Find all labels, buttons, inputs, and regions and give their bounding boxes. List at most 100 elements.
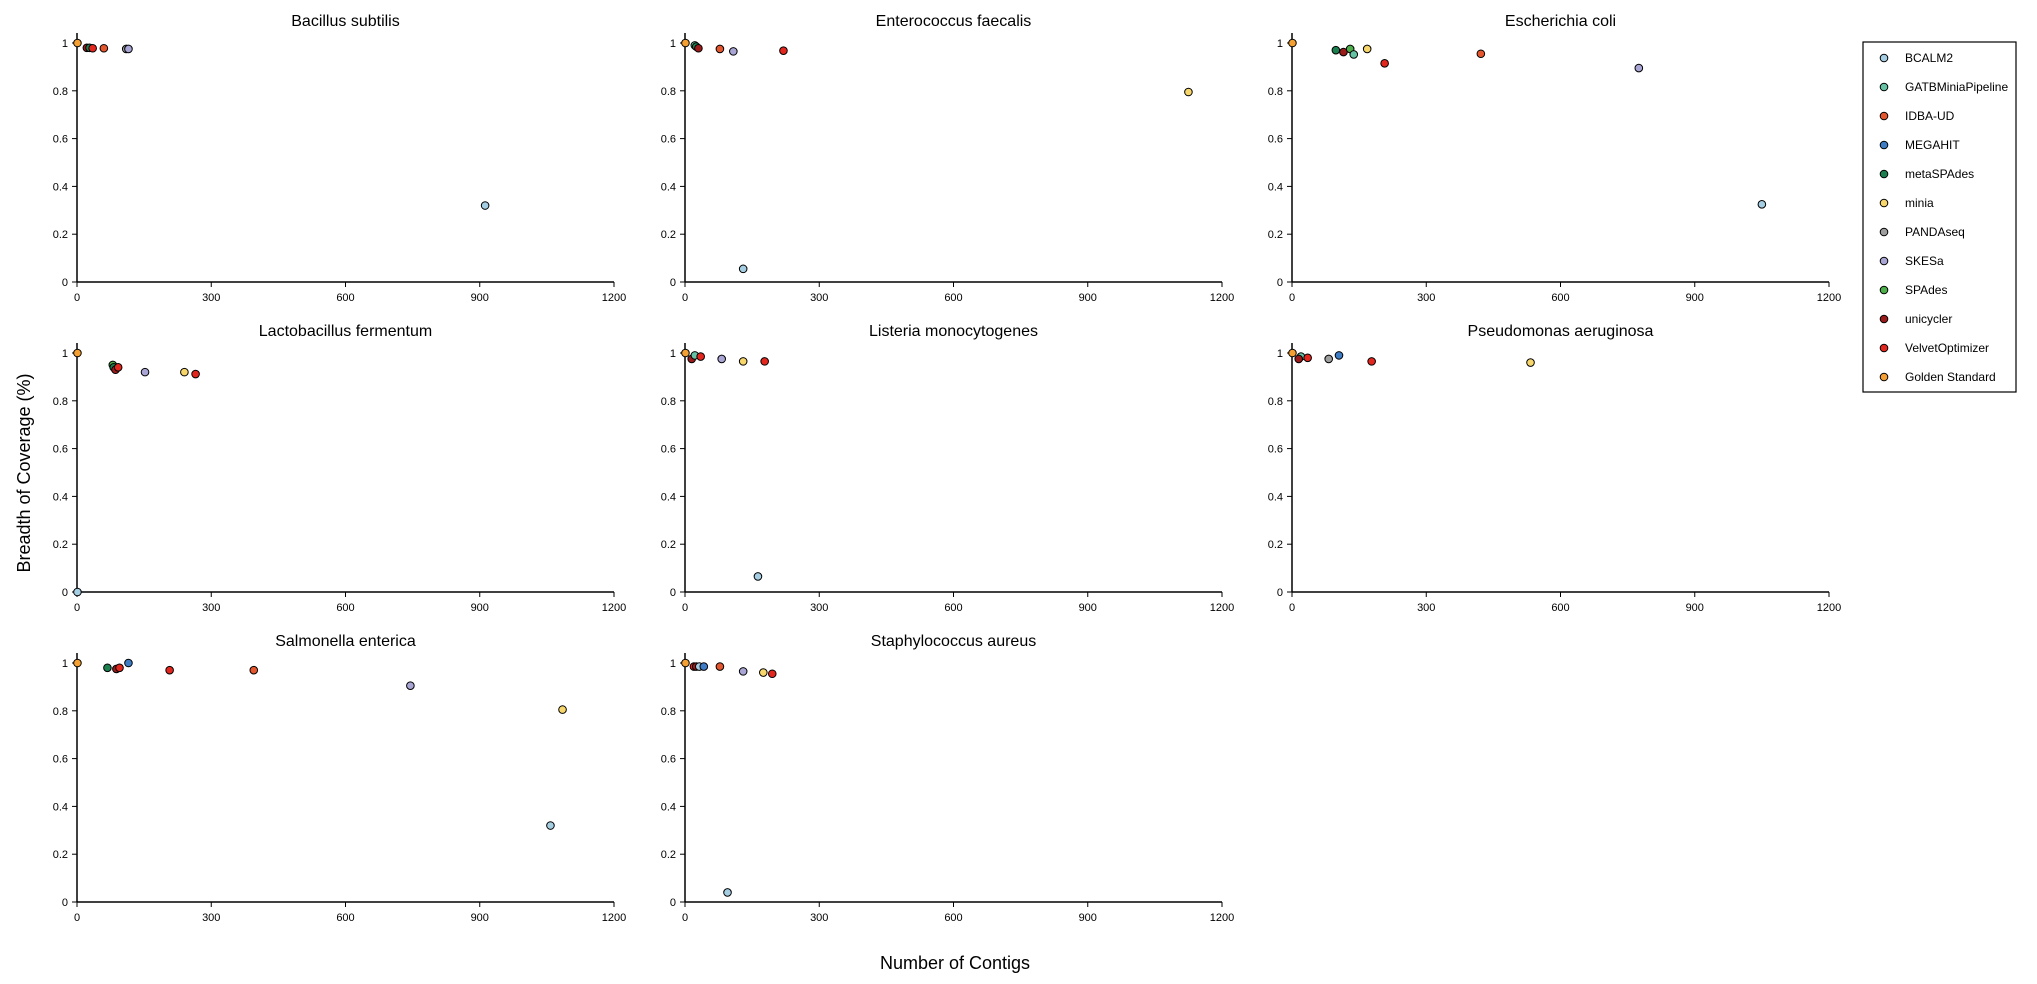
point-golden-standard — [681, 348, 690, 358]
y-tick-label: 0.2 — [53, 539, 68, 551]
point-unicycler — [1294, 354, 1304, 364]
panel-escherichia-coli: Escherichia coli 0 300 600 900 1200 0 0.2 0.4 0.6… — [1268, 13, 1842, 304]
point-velvetoptimizer — [191, 369, 200, 379]
x-tick-label: 300 — [1417, 602, 1435, 614]
legend-label: SKESa — [1905, 254, 1944, 268]
x-tick-label: 300 — [810, 292, 828, 304]
panel-title: Listeria monocytogenes — [869, 323, 1038, 340]
legend-item-unicycler: unicycler — [1879, 312, 1952, 326]
point-golden-standard — [1288, 38, 1297, 48]
point-golden-standard — [681, 38, 690, 48]
x-tick-label: 600 — [1551, 292, 1569, 304]
y-tick-label: 0.4 — [53, 491, 68, 503]
legend-marker — [1879, 53, 1889, 63]
panel-pseudomonas-aeruginosa: Pseudomonas aeruginosa 0 300 600 900 1200 0 0.2… — [1268, 323, 1842, 614]
y-tick-label: 0.2 — [661, 539, 676, 551]
x-tick-label: 0 — [74, 292, 80, 304]
x-tick-label: 1200 — [602, 912, 626, 924]
y-tick-label: 0.8 — [53, 86, 68, 98]
point-velvetoptimizer — [1380, 59, 1389, 68]
y-tick-label: 0 — [670, 897, 676, 909]
legend-item-bcalm2: BCALM2 — [1879, 51, 1953, 65]
x-tick-label: 300 — [810, 602, 828, 614]
y-tick-label: 0 — [1277, 587, 1283, 599]
x-tick-label: 300 — [202, 602, 220, 614]
figure-y-axis-label: Breadth of Coverage (%) — [14, 373, 34, 572]
y-tick-label: 0.6 — [661, 444, 676, 456]
panel-lactobacillus-fermentum: Lactobacillus fermentum 0 300 600 900 1200 0 0.… — [53, 323, 627, 614]
x-tick-label: 900 — [471, 292, 489, 304]
y-tick-label: 0 — [62, 587, 68, 599]
y-tick-label: 0.4 — [1268, 181, 1283, 193]
point-velvetoptimizer — [1303, 353, 1312, 363]
point-bcalm2 — [753, 572, 763, 581]
point-velvetoptimizer — [779, 46, 788, 55]
x-tick-label: 0 — [682, 602, 688, 614]
x-tick-label: 0 — [74, 912, 80, 924]
legend-item-skesa: SKESa — [1879, 254, 1944, 268]
y-tick-label: 0.4 — [661, 491, 676, 503]
x-tick-label: 0 — [1289, 602, 1295, 614]
y-tick-label: 0.2 — [53, 849, 68, 861]
point-velvetoptimizer — [1367, 357, 1376, 366]
point-velvetoptimizer — [767, 669, 777, 679]
y-tick-label: 1 — [62, 38, 68, 50]
x-tick-label: 600 — [336, 602, 354, 614]
figure-x-axis-label: Number of Contigs — [880, 953, 1030, 973]
y-tick-label: 0.4 — [53, 801, 68, 813]
point-minia — [759, 668, 768, 677]
point-bcalm2 — [1757, 200, 1767, 209]
legend-label: Golden Standard — [1905, 370, 1996, 384]
x-tick-label: 900 — [1079, 602, 1097, 614]
x-tick-label: 0 — [1289, 292, 1295, 304]
panel-title: Bacillus subtilis — [291, 13, 399, 30]
x-tick-label: 1200 — [1210, 602, 1234, 614]
y-tick-label: 0.8 — [1268, 86, 1283, 98]
point-velvetoptimizer — [115, 663, 124, 673]
legend-marker — [1879, 285, 1889, 295]
x-tick-label: 1200 — [1210, 912, 1234, 924]
legend-marker — [1879, 372, 1889, 382]
legend-item-minia: minia — [1879, 196, 1934, 210]
x-tick-label: 1200 — [1210, 292, 1234, 304]
point-megahit — [699, 662, 709, 671]
legend-marker — [1879, 140, 1889, 150]
y-tick-label: 0.2 — [1268, 539, 1283, 551]
panel-listeria-monocytogenes: Listeria monocytogenes 0 300 600 900 1200 0 0.2… — [661, 323, 1235, 614]
point-idba-ud — [715, 44, 725, 54]
legend-item-metaspades: metaSPAdes — [1879, 167, 1974, 181]
point-metaspades — [1331, 45, 1341, 55]
point-bcalm2 — [546, 821, 555, 830]
y-tick-label: 0.6 — [1268, 134, 1283, 146]
legend-marker — [1879, 343, 1889, 353]
point-bcalm2 — [73, 587, 82, 597]
legend-marker — [1879, 256, 1889, 266]
y-tick-label: 1 — [670, 348, 676, 360]
legend-item-idba-ud: IDBA-UD — [1879, 109, 1955, 123]
panel-title: Pseudomonas aeruginosa — [1468, 323, 1654, 340]
x-tick-label: 300 — [202, 292, 220, 304]
point-bcalm2 — [723, 888, 732, 897]
point-skesa — [738, 667, 748, 676]
x-tick-label: 1200 — [1817, 292, 1841, 304]
y-tick-label: 0.8 — [1268, 396, 1283, 408]
x-tick-label: 600 — [944, 602, 962, 614]
legend-marker — [1879, 169, 1889, 179]
legend-item-spades: SPAdes — [1879, 283, 1947, 297]
point-bcalm2 — [738, 264, 748, 274]
point-skesa — [717, 354, 726, 364]
point-golden-standard — [73, 38, 82, 48]
point-velvetoptimizer — [165, 665, 174, 675]
panel-enterococcus-faecalis: Enterococcus faecalis 0 300 600 900 1200 0 0.2 0… — [661, 13, 1235, 304]
legend-marker — [1879, 227, 1889, 237]
y-tick-label: 0.2 — [1268, 229, 1283, 241]
legend-marker — [1879, 111, 1889, 121]
legend-item-pandaseq: PANDAseq — [1879, 225, 1965, 239]
point-megahit — [1334, 351, 1344, 360]
x-tick-label: 900 — [471, 602, 489, 614]
point-megahit — [124, 658, 133, 668]
y-tick-label: 0.4 — [661, 181, 676, 193]
y-tick-label: 0.4 — [53, 181, 68, 193]
panel-title: Escherichia coli — [1505, 13, 1616, 30]
x-tick-label: 900 — [471, 912, 489, 924]
